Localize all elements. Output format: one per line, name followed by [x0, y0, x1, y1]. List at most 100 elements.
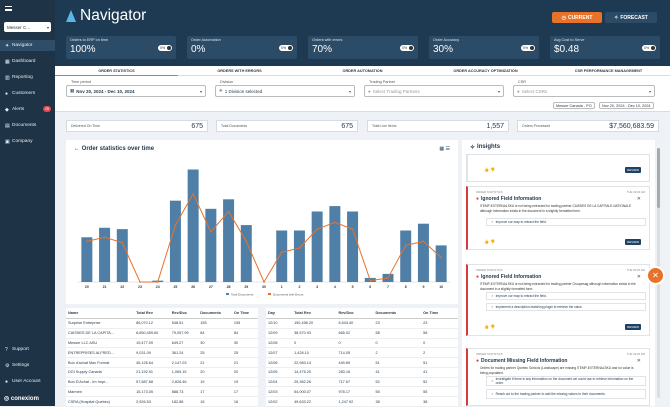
column-header[interactable]: Total Rev	[134, 308, 170, 319]
chart-bar[interactable]	[293, 230, 305, 282]
kpi-toggle[interactable]: 0%	[400, 45, 414, 51]
sidebar-item-alerts[interactable]: ◆ Alerts 25	[0, 104, 55, 115]
table-row[interactable]: CSRA (Hospital Quebec) 2,926.53 182.88 16 16	[66, 396, 258, 407]
chart-bar[interactable]	[400, 230, 412, 282]
column-header[interactable]: Day	[266, 308, 293, 319]
kpi-card-accuracy[interactable]: Order Accuracy 30% 0%	[429, 36, 539, 59]
table-row[interactable]: ENTREPRISES ALFRED... 9,031.09 361.24 25 25	[66, 347, 258, 359]
list-view-icon[interactable]: ☰	[445, 146, 450, 152]
line-point[interactable]	[121, 241, 124, 244]
table-row[interactable]: 12/02 49,633.22 1,247.92 38 38	[266, 396, 458, 407]
sidebar-item-reporting[interactable]: ▥ Reporting	[0, 72, 55, 83]
legend-label[interactable]: Total Documents	[231, 293, 254, 297]
chart-bar[interactable]	[276, 230, 288, 282]
line-point[interactable]	[334, 221, 336, 224]
table-row[interactable]: 12/09 38,570.93 665.02 58 58	[266, 328, 458, 339]
column-header[interactable]: Name	[66, 308, 135, 319]
line-point[interactable]	[156, 281, 159, 283]
column-header[interactable]: Rev/Doc	[336, 308, 374, 319]
kpi-card-errors[interactable]: Orders with errors 70% 0%	[308, 36, 418, 59]
table-row[interactable]: 12/07 1,428.10 714.05 2 2	[266, 347, 458, 359]
legend-label[interactable]: Documents with Errors	[273, 293, 304, 297]
sidebar-item-customers[interactable]: ● Customers	[0, 88, 55, 99]
table-row[interactable]: 12/08 0 0 0 0	[266, 338, 458, 349]
line-point[interactable]	[369, 279, 372, 282]
column-header[interactable]: On Time	[231, 308, 258, 319]
menu-icon[interactable]	[5, 6, 12, 11]
line-point[interactable]	[298, 247, 301, 249]
line-point[interactable]	[280, 251, 283, 253]
table-row[interactable]: Messer LLC ASU 19,477.09 649.27 30 30	[66, 338, 258, 349]
close-icon[interactable]: ✕	[636, 358, 641, 364]
thumbs-icons[interactable]: 👍 👎	[484, 324, 496, 329]
column-header[interactable]: Documents	[198, 308, 232, 319]
line-point[interactable]	[192, 193, 194, 195]
kpi-card-cost[interactable]: Avg Cost to Serve $0.48 0%	[550, 36, 660, 59]
line-point[interactable]	[387, 277, 389, 279]
tab-orders-with-errors[interactable]: ORDERS WITH ERRORS	[178, 66, 301, 76]
division-select[interactable]: ✳ 1 Division selected ▾	[215, 85, 355, 97]
table-row[interactable]: CAISSES DE LA CAPITA... 6,650,459.60 79,05…	[66, 328, 258, 339]
line-point[interactable]	[422, 240, 425, 243]
line-point[interactable]	[440, 256, 442, 259]
table-row[interactable]: 12/05 14,475.20 283.16 41 41	[266, 367, 458, 378]
company-select[interactable]: Messer C... ▾	[4, 22, 51, 32]
kpi-toggle[interactable]: 0%	[642, 45, 656, 51]
line-point[interactable]	[351, 228, 354, 230]
filter-tag-division[interactable]: Messer Canada - PO	[553, 102, 595, 109]
chart-bar[interactable]	[81, 237, 93, 282]
table-row[interactable]: Surprise Entreprise 85,070.12 548.51 155 155	[66, 318, 258, 329]
trading-partner-select[interactable]: ● Select Trading Partners ▾	[364, 85, 504, 97]
kpi-toggle[interactable]: 0%	[279, 45, 293, 51]
close-icon[interactable]: ✕	[636, 196, 641, 202]
column-header[interactable]: On Time	[421, 308, 458, 319]
suggestion-item[interactable]: ✧ Improve our map to extract the field.	[486, 218, 646, 226]
sidebar-item-company[interactable]: ▣ Company	[0, 136, 55, 147]
table-row[interactable]: 12/06 22,983.14 449.69 51 51	[266, 357, 458, 368]
sidebar-item-settings[interactable]: ⚙ Settings	[0, 360, 55, 371]
sidebar-item-navigator[interactable]: ✦ Navigator	[0, 40, 55, 51]
table-row[interactable]: 12/04 29,382.26 717.67 52 52	[266, 377, 458, 388]
review-button[interactable]: REVIEW	[625, 239, 641, 245]
sidebar-item-documents[interactable]: ▤ Documents	[0, 120, 55, 131]
suggestion-item[interactable]: ✧ Implement a description-matching plugin…	[486, 303, 646, 311]
kpi-toggle[interactable]: 0%	[158, 45, 172, 51]
column-header[interactable]: Documents	[373, 308, 422, 319]
close-icon[interactable]: ✕	[636, 274, 641, 280]
tab-order-accuracy[interactable]: ORDER ACCURACY OPTIMIZATION	[424, 66, 547, 76]
table-row[interactable]: Marmen 15,173.05 888.73 17 17	[66, 386, 258, 398]
chart-bar[interactable]	[435, 245, 447, 282]
review-button[interactable]: REVIEW	[625, 324, 641, 330]
filter-tag-date[interactable]: Nov 20, 2024 - Dec 10, 2024	[599, 102, 654, 109]
chart-bar[interactable]	[347, 211, 359, 282]
line-point[interactable]	[245, 240, 248, 243]
line-point[interactable]	[139, 281, 141, 283]
table-row[interactable]: 12/10 190,498.20 6,543.40 23 23	[266, 318, 458, 329]
close-fab-button[interactable]: ✕	[648, 268, 663, 283]
line-point[interactable]	[263, 281, 265, 283]
line-point[interactable]	[174, 224, 177, 226]
column-header[interactable]: Rev/Doc	[169, 308, 199, 319]
kpi-card-on-time[interactable]: Orders to ERP on time 100% 0%	[66, 36, 176, 59]
table-row[interactable]: DGI Supply Canada 21,192.91 1,069.15 20 20	[66, 367, 258, 378]
thumbs-icons[interactable]: 👍 👎	[484, 239, 496, 244]
table-row[interactable]: Bon D'Achat - Im Impr... 57,687.68 2,826.4…	[66, 377, 258, 388]
current-button[interactable]: ◷ CURRENT	[552, 12, 602, 23]
kpi-toggle[interactable]: 0%	[521, 45, 535, 51]
line-point[interactable]	[316, 228, 318, 230]
line-point[interactable]	[210, 231, 212, 233]
sidebar-item-user-account[interactable]: ● User Account	[0, 376, 55, 387]
suggestion-item[interactable]: ✧ Improve our map to extract the field.	[486, 292, 646, 300]
sidebar-item-dashboard[interactable]: ▦ Dashboard	[0, 56, 55, 67]
sidebar-item-support[interactable]: ? Support	[0, 344, 55, 355]
thumbs-icons[interactable]: 👍 👎	[484, 167, 496, 172]
line-point[interactable]	[103, 236, 106, 239]
chart-bar[interactable]	[240, 225, 252, 282]
tab-csr-performance[interactable]: CSR PERFORMANCE MANAGEMENT	[547, 66, 670, 76]
grid-view-icon[interactable]: ▦	[439, 146, 445, 152]
suggestion-item[interactable]: ✧ Reach out to the trading partner to add…	[486, 389, 646, 399]
line-point[interactable]	[86, 240, 88, 243]
chart-bar[interactable]	[223, 199, 235, 282]
chart-bar[interactable]	[99, 227, 111, 282]
chart-bar[interactable]	[116, 229, 128, 282]
